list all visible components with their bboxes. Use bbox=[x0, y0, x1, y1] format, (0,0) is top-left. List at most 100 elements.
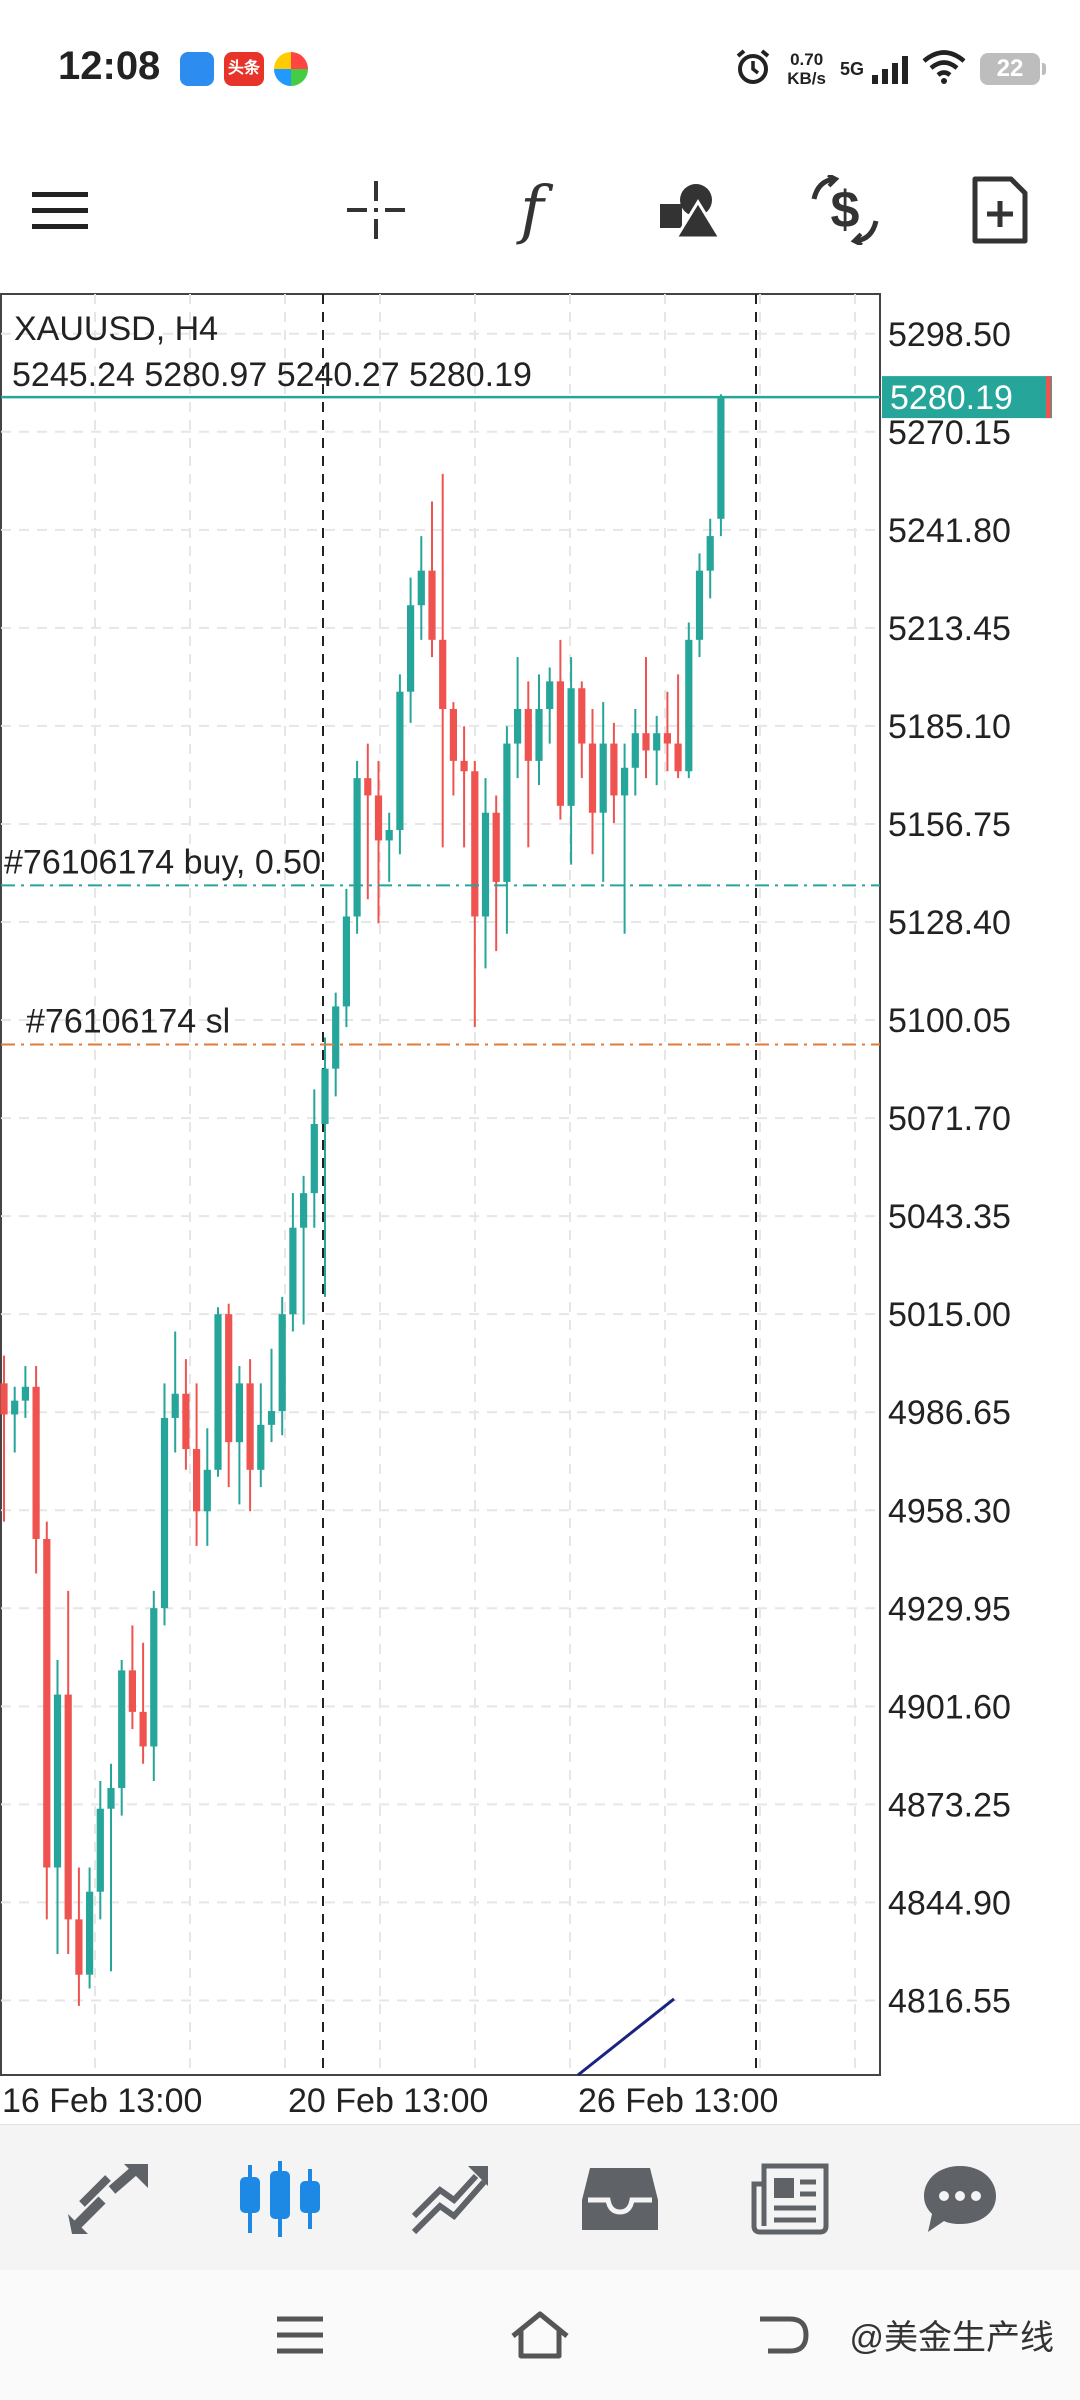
toutiao-icon: 头条 bbox=[224, 52, 264, 86]
recents-icon[interactable] bbox=[260, 2300, 340, 2370]
candle-body bbox=[353, 778, 361, 917]
candle-body bbox=[0, 1383, 8, 1415]
objects-icon[interactable] bbox=[650, 170, 730, 250]
candle-body bbox=[407, 605, 415, 692]
news-icon[interactable] bbox=[740, 2151, 840, 2247]
candle-body bbox=[267, 1411, 276, 1425]
y-tick-label: 5128.40 bbox=[888, 904, 1011, 942]
y-tick-label: 5071.70 bbox=[888, 1100, 1011, 1138]
y-tick-label: 4929.95 bbox=[888, 1590, 1011, 1628]
indicators-icon[interactable]: f bbox=[520, 173, 544, 247]
wifi-icon bbox=[922, 49, 966, 89]
chart-canvas[interactable]: 5298.50 5270.15 5241.80 5213.45 5185.10 5156.… bbox=[0, 290, 1080, 2130]
candle-body bbox=[524, 708, 532, 761]
y-tick-label: 5043.35 bbox=[888, 1198, 1011, 1236]
candle-body bbox=[717, 397, 725, 519]
x-tick-label: 16 Feb 13:00 bbox=[2, 2082, 202, 2120]
plot-frame bbox=[0, 293, 881, 2076]
candle-body bbox=[663, 733, 671, 744]
chart-symbol: XAUUSD, H4 bbox=[14, 310, 219, 348]
current-price-label: 5280.19 bbox=[890, 379, 1013, 417]
candle-body bbox=[695, 570, 704, 640]
back-icon[interactable] bbox=[740, 2300, 820, 2370]
new-order-icon[interactable] bbox=[960, 170, 1040, 250]
candle-body bbox=[567, 688, 575, 806]
candle-body bbox=[225, 1314, 233, 1443]
y-tick-label: 4901.60 bbox=[888, 1688, 1011, 1726]
candle-body bbox=[128, 1670, 136, 1712]
x-tick-label: 20 Feb 13:00 bbox=[288, 2082, 488, 2120]
candle-body bbox=[599, 743, 607, 813]
bottom-navigation bbox=[0, 2124, 1080, 2271]
network-type: 5G bbox=[839, 58, 864, 79]
candle-body bbox=[86, 1891, 94, 1975]
candle-body bbox=[43, 1538, 51, 1868]
crosshair-icon[interactable] bbox=[336, 170, 416, 250]
candle-body bbox=[64, 1694, 72, 1920]
chart-icon[interactable] bbox=[230, 2151, 330, 2247]
candle-body bbox=[417, 570, 425, 606]
candle-body bbox=[546, 681, 554, 709]
svg-text:$: $ bbox=[831, 181, 860, 239]
y-tick-label: 5270.15 bbox=[888, 414, 1011, 452]
candle-body bbox=[556, 681, 564, 806]
candle-body bbox=[53, 1694, 62, 1868]
buy-order-label: #76106174 buy, 0.50 bbox=[4, 843, 321, 881]
y-tick-label: 5185.10 bbox=[888, 708, 1011, 746]
quotes-icon[interactable] bbox=[58, 2151, 158, 2247]
y-tick-label: 5015.00 bbox=[888, 1296, 1011, 1334]
candle-body bbox=[364, 778, 372, 796]
candle-body bbox=[118, 1670, 126, 1788]
candle-body bbox=[653, 733, 661, 751]
battery-icon: 22 bbox=[980, 53, 1046, 85]
candle-body bbox=[321, 1068, 329, 1124]
price-chart[interactable]: 5298.50 5270.15 5241.80 5213.45 5185.10 5156.… bbox=[0, 290, 1080, 2130]
colorful-app-icon bbox=[274, 52, 308, 86]
candle-body bbox=[374, 795, 383, 841]
stop-loss-label: #76106174 sl bbox=[26, 1002, 230, 1040]
candle-body bbox=[642, 733, 650, 751]
candle-body bbox=[449, 708, 457, 761]
candle-body bbox=[685, 639, 693, 772]
trade-icon[interactable] bbox=[400, 2151, 500, 2247]
candle-body bbox=[150, 1608, 158, 1747]
y-tick-label: 4816.55 bbox=[888, 1982, 1011, 2020]
candle-body bbox=[396, 691, 404, 831]
candle-body bbox=[342, 916, 350, 1007]
candle-body bbox=[235, 1383, 243, 1443]
candle-body bbox=[257, 1424, 265, 1470]
messages-icon[interactable] bbox=[910, 2151, 1010, 2247]
candle-body bbox=[246, 1383, 254, 1470]
candle-body bbox=[588, 743, 597, 813]
candle-body bbox=[492, 812, 500, 882]
candle-body bbox=[631, 733, 639, 768]
chart-toolbar: f $ bbox=[0, 150, 1080, 270]
candle-body bbox=[171, 1393, 179, 1418]
candle-body bbox=[332, 1006, 340, 1069]
candle-body bbox=[428, 570, 436, 640]
home-icon[interactable] bbox=[500, 2300, 580, 2370]
candle-body bbox=[310, 1123, 318, 1194]
candle-body bbox=[11, 1400, 19, 1415]
candle-body bbox=[278, 1314, 286, 1412]
y-tick-label: 5298.50 bbox=[888, 316, 1011, 354]
system-navigation: @美金生产线 bbox=[0, 2270, 1080, 2400]
history-icon[interactable] bbox=[570, 2151, 670, 2247]
candle-body bbox=[203, 1469, 211, 1512]
trade-icon[interactable]: $ bbox=[805, 170, 885, 250]
status-bar: 12:08 头条 0.70 KB/s 5G 22 bbox=[0, 0, 1080, 140]
candle-body bbox=[214, 1314, 222, 1470]
signal-icon bbox=[872, 54, 908, 84]
y-tick-label: 5213.45 bbox=[888, 610, 1011, 648]
candle-body bbox=[75, 1919, 83, 1975]
candle-body bbox=[139, 1711, 147, 1747]
candle-body bbox=[460, 760, 468, 772]
y-tick-label: 4844.90 bbox=[888, 1884, 1011, 1922]
y-tick-label: 4873.25 bbox=[888, 1786, 1011, 1824]
y-tick-label: 5156.75 bbox=[888, 806, 1011, 844]
menu-icon[interactable] bbox=[20, 170, 100, 250]
candle-body bbox=[503, 743, 511, 882]
candle-body bbox=[471, 771, 479, 917]
y-tick-label: 5100.05 bbox=[888, 1002, 1011, 1040]
candle-body bbox=[160, 1417, 169, 1609]
